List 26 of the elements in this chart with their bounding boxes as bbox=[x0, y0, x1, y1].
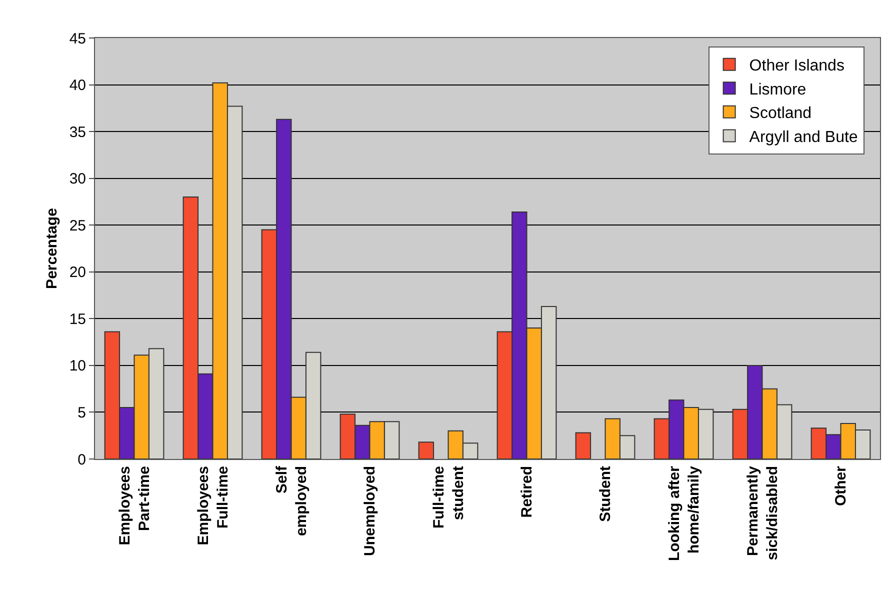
y-tick-label: 20 bbox=[69, 264, 86, 282]
bar bbox=[418, 442, 434, 459]
legend-label: Other Islands bbox=[749, 58, 844, 75]
y-tick-label: 30 bbox=[69, 170, 86, 188]
bar bbox=[575, 432, 592, 459]
x-tick-label: Other bbox=[832, 466, 850, 506]
x-tick-label: Retired bbox=[518, 466, 536, 518]
x-tick-label: Employees Part-time bbox=[116, 466, 153, 546]
y-tick-label: 5 bbox=[78, 404, 86, 422]
y-axis-title: Percentage bbox=[44, 208, 61, 289]
x-tick-label: Student bbox=[597, 466, 614, 522]
y-tick-label: 35 bbox=[69, 124, 86, 141]
y-tick-label: 40 bbox=[69, 77, 86, 94]
legend-label: Lismore bbox=[749, 81, 806, 98]
y-tick-label: 0 bbox=[78, 451, 86, 468]
x-tick-label: Looking after home/family bbox=[666, 465, 702, 562]
legend-label: Scotland bbox=[749, 105, 812, 122]
y-tick-label: 10 bbox=[69, 358, 86, 375]
legend-label: Argyll and Bute bbox=[749, 128, 858, 146]
y-tick-label: 25 bbox=[69, 217, 86, 234]
y-tick-label: 45 bbox=[69, 30, 86, 48]
x-tick-label: Unemployed bbox=[362, 466, 379, 556]
x-tick-label: Full-time student bbox=[430, 466, 467, 528]
x-tick-label: Self employed bbox=[273, 465, 310, 536]
x-tick-label: Employees Full-time bbox=[194, 466, 232, 546]
y-tick-label: 15 bbox=[69, 310, 86, 328]
